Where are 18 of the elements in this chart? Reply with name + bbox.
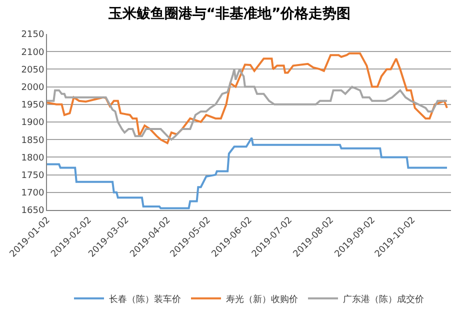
y-tick-label: 2150 [21,30,44,40]
y-tick-label: 1650 [21,206,44,216]
legend-label: 寿光（新）收购价 [226,294,298,305]
line-series [47,52,448,144]
y-tick-label: 2100 [21,48,44,58]
line-series [47,136,448,210]
y-tick-label: 1950 [21,100,44,111]
y-tick-label: 1700 [21,188,44,199]
legend-label: 长春（陈）装车价 [109,294,181,305]
y-tick-label: 1800 [21,153,44,164]
legend-label: 广东港（陈）成交价 [343,294,424,305]
y-tick-label: 1750 [21,170,44,181]
line-series [47,68,448,141]
y-tick-label: 1850 [21,136,44,146]
y-tick-label: 1900 [21,118,44,128]
chart-title: 玉米鲅鱼圈港与“非基准地”价格走势图 [107,6,351,22]
y-tick-label: 2000 [21,82,44,93]
y-tick-label: 2050 [21,65,44,76]
